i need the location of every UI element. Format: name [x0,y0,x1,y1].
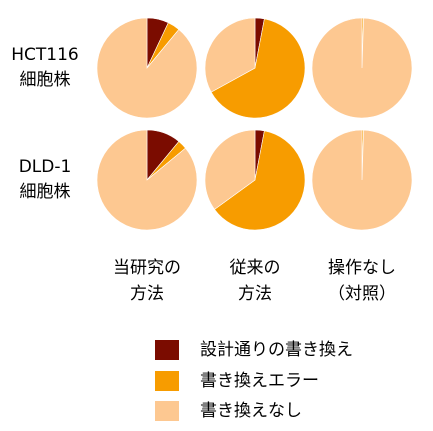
legend-swatch [155,401,179,421]
label: DLD-1 [19,157,72,177]
pie-slice [204,129,256,210]
label: 方法 [238,284,272,304]
label: HCT116 [11,45,79,65]
pie-slice [210,18,306,119]
pie-slice [214,130,306,231]
legend-label: 設計通りの書き換え [200,340,353,360]
label: 操作なし [328,258,396,278]
label: 細胞株 [20,70,71,90]
label: 当研究の [113,258,181,278]
label: 方法 [130,284,164,304]
legend-label: 書き換えエラー [200,371,319,391]
pie-slice [311,17,413,119]
legend-swatch [155,371,179,391]
legend-swatch [155,340,179,360]
pie-slice [204,17,256,93]
pie-slice [96,17,198,119]
label: 従来の [230,258,281,278]
legend-label: 書き換えなし [200,401,302,421]
label: （対照） [328,284,396,304]
label: 細胞株 [20,182,71,202]
pie-slice [311,129,413,231]
pie-slice [96,129,198,231]
